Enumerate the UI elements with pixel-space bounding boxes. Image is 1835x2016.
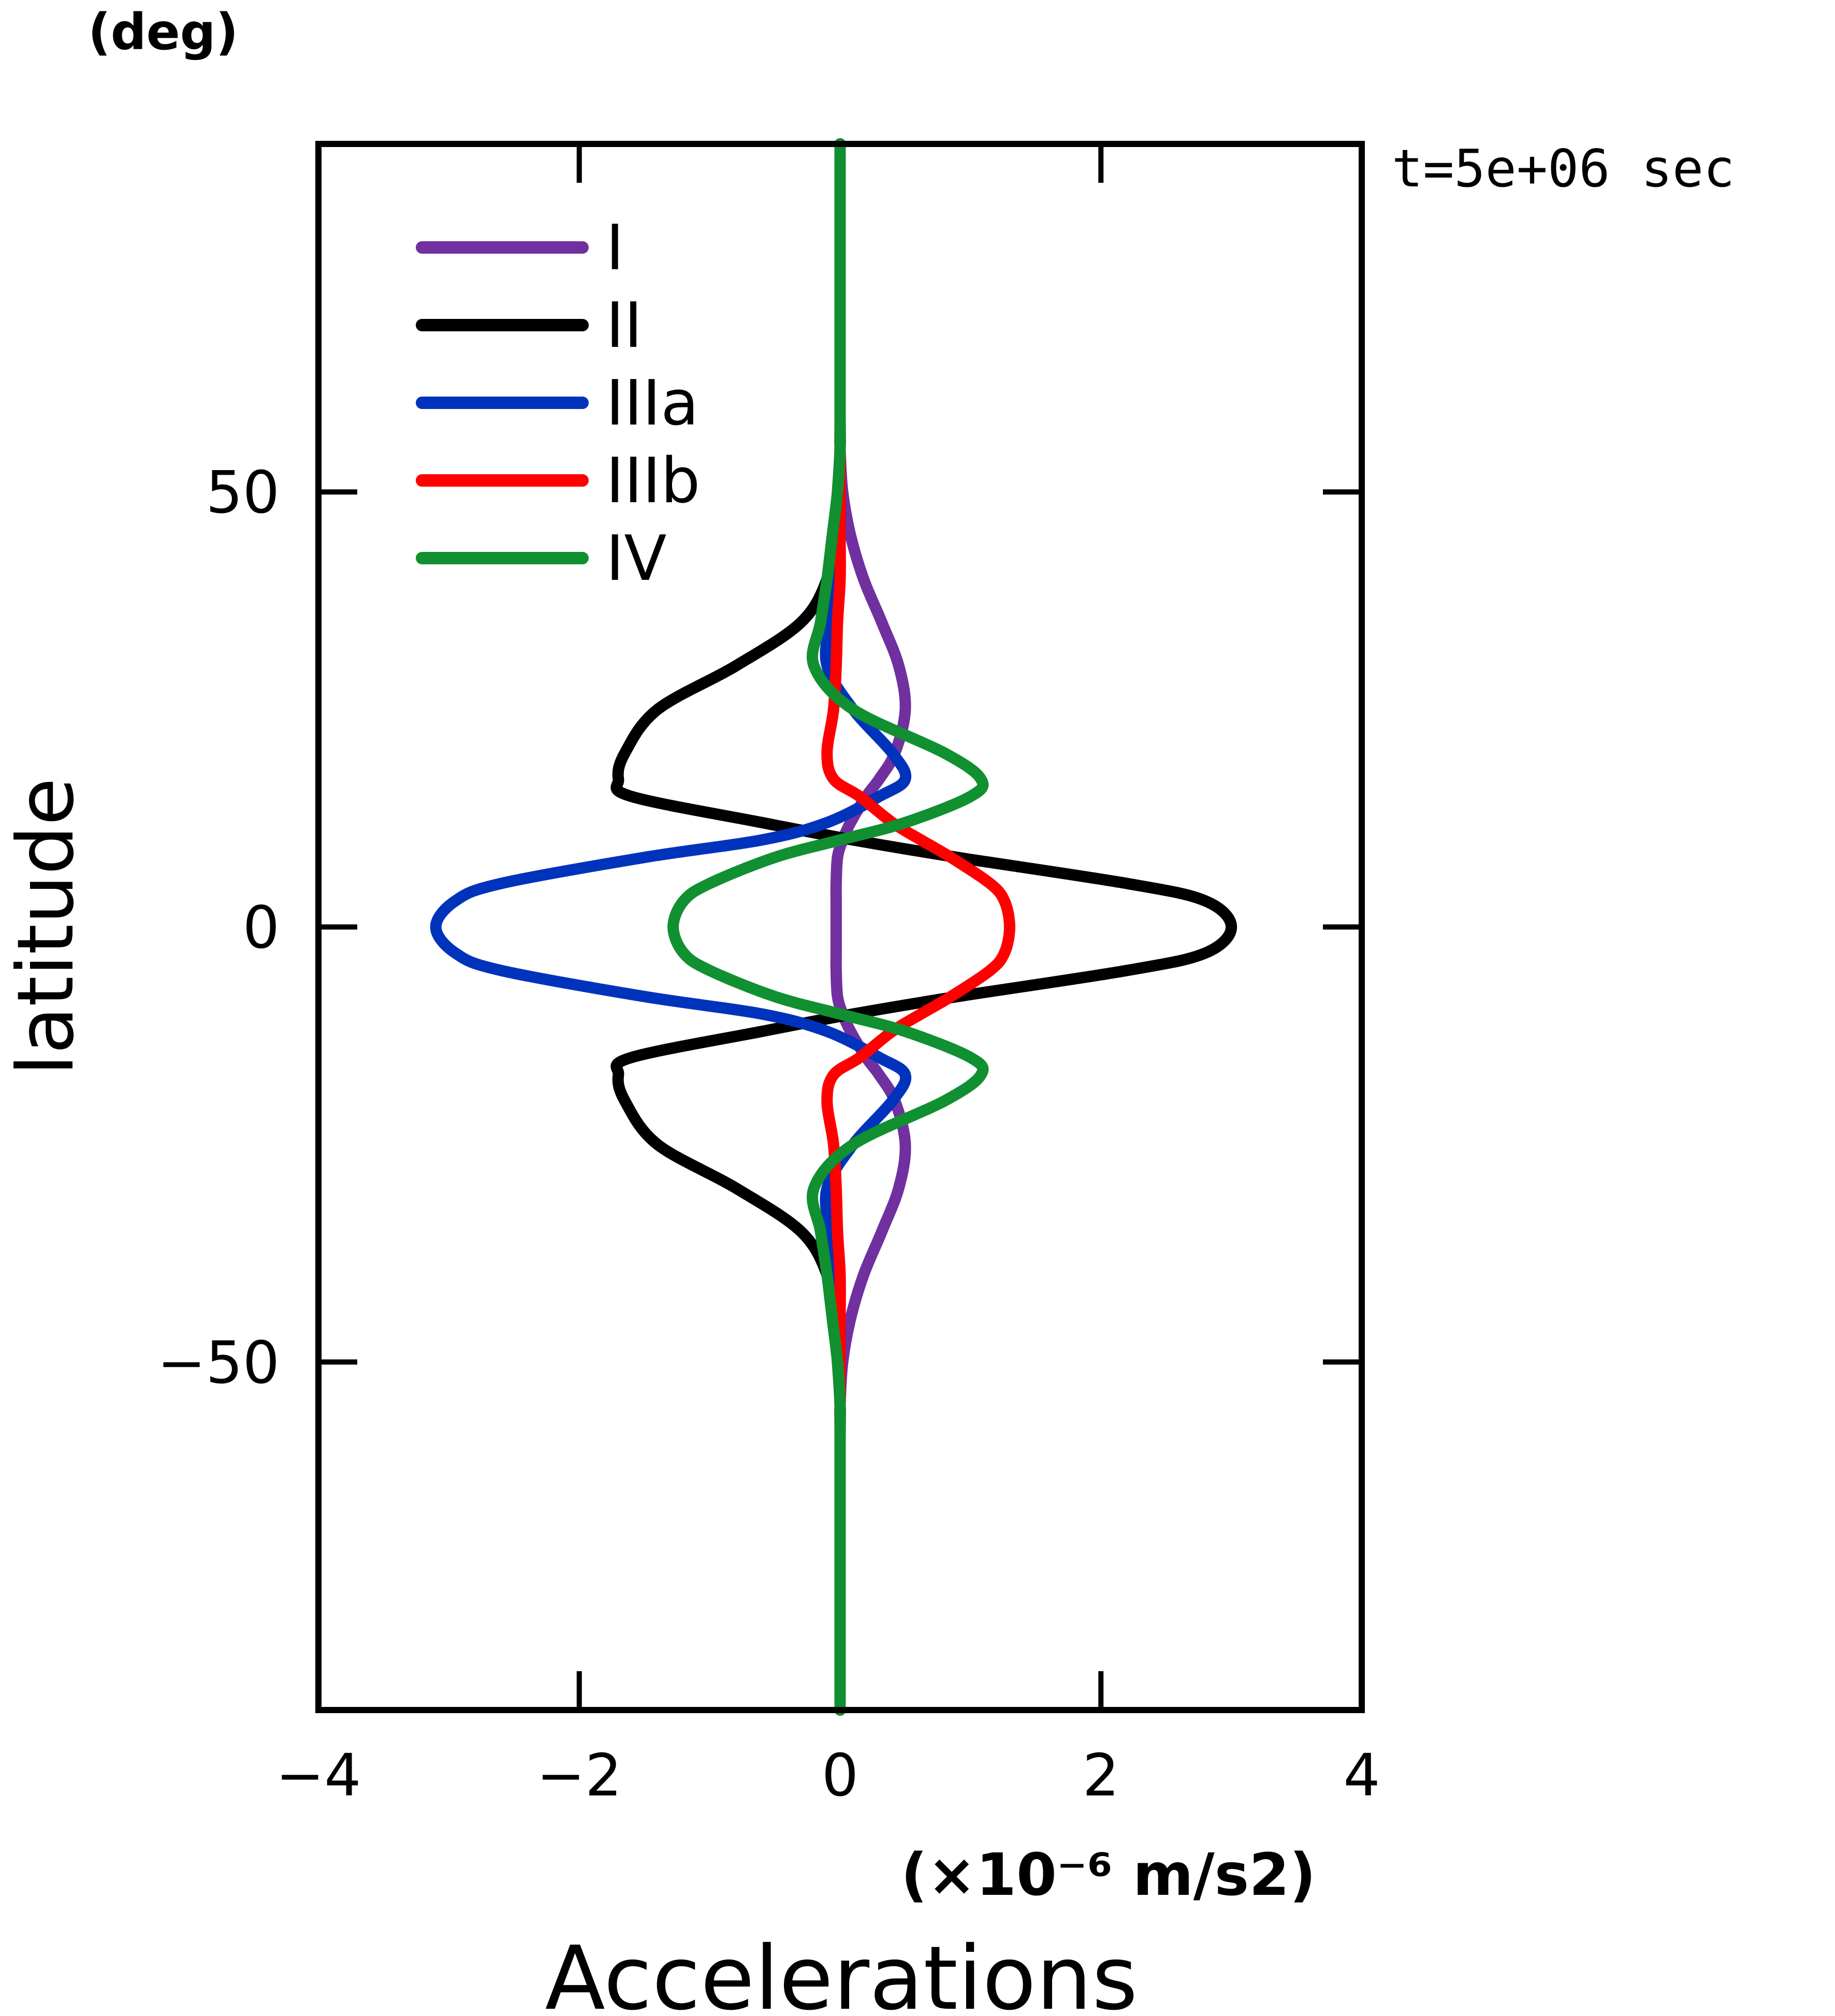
y-axis-title: latitude [1,778,91,1075]
x-tick-label: −4 [275,1742,361,1809]
legend-label-iiib: IIIb [606,445,700,517]
legend-label-iv: IV [606,523,666,595]
series-line-iv [667,138,989,1716]
x-axis-title: Accelerations [545,1927,1138,2016]
x-tick-label: 2 [1083,1742,1119,1809]
x-tick-label: −2 [536,1742,622,1809]
legend-label-i: I [606,212,624,284]
y-unit-label: (deg) [88,3,238,61]
y-tick-label: 50 [206,459,280,527]
series-line-ii [610,138,1237,1716]
axis-ticks: −4 −2 0 2 4 −50 0 50 [157,144,1380,1809]
series-line-iiib [821,138,1015,1716]
plot-frame [315,141,1365,1713]
series-line-i [830,138,911,1716]
y-tick-label: −50 [157,1330,280,1397]
x-tick-label: 0 [822,1742,858,1809]
y-tick-label: 0 [243,895,280,962]
x-unit-label: (×10⁻⁶ m/s2) [901,1842,1316,1909]
x-tick-label: 4 [1343,1742,1380,1809]
series-lines [430,138,1237,1716]
legend-label-iiia: IIIa [606,368,699,440]
legend-label-ii: II [606,290,643,362]
time-label: t=5e+06 sec [1392,138,1735,199]
